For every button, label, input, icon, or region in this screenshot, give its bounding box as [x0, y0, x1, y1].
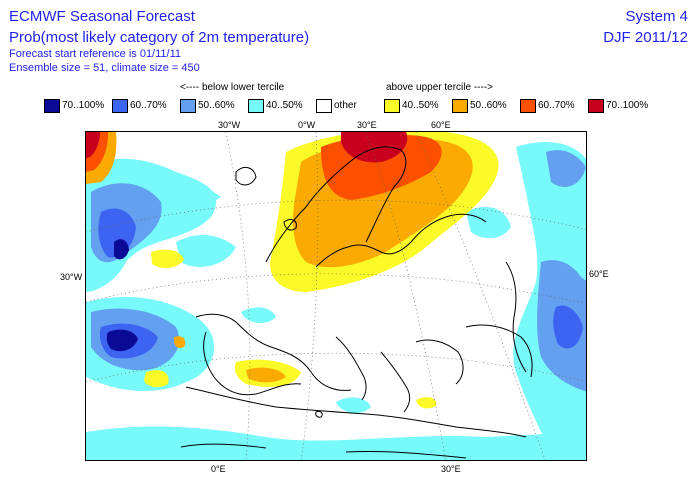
legend-above-header: above upper tercile ---->: [386, 82, 493, 93]
below-70-100-regions: [106, 239, 138, 352]
lat-label-left: 30°W: [60, 272, 83, 282]
above-70-100-regions: [86, 132, 408, 163]
legend-label-above-70-100: 70..100%: [606, 100, 649, 111]
legend-label-below-60-70: 60..70%: [130, 100, 167, 111]
lon-label-bottom-30e: 30°E: [441, 464, 461, 474]
lon-label-top-30e: 30°E: [357, 120, 377, 130]
legend-swatch-above-40-50: [384, 99, 400, 113]
ensemble-size-info: Ensemble size = 51, climate size = 450: [9, 62, 200, 74]
legend-label-other: other: [334, 100, 357, 111]
legend-swatch-below-40-50: [248, 99, 264, 113]
legend-swatch-other: [316, 99, 332, 113]
lat-label-right: 60°E: [589, 269, 609, 279]
forecast-subtitle: Prob(most likely category of 2m temperat…: [9, 29, 310, 46]
legend-swatch-below-70-100: [44, 99, 60, 113]
legend-swatch-below-50-60: [180, 99, 196, 113]
system-label: System 4: [625, 8, 688, 25]
graticule: [86, 132, 586, 460]
probability-map: [85, 131, 587, 461]
lon-label-bottom-0e: 0°E: [211, 464, 226, 474]
lon-label-top-60e: 60°E: [431, 120, 451, 130]
legend-swatch-above-60-70: [520, 99, 536, 113]
legend-label-above-50-60: 50..60%: [470, 100, 507, 111]
season-label: DJF 2011/12: [603, 29, 688, 46]
legend-swatch-above-50-60: [452, 99, 468, 113]
lon-label-top-0w: 0°W: [298, 120, 316, 130]
forecast-title: ECMWF Seasonal Forecast: [9, 8, 195, 25]
legend-swatch-below-60-70: [112, 99, 128, 113]
coastlines: [180, 146, 533, 459]
legend-label-above-40-50: 40..50%: [402, 100, 439, 111]
map-canvas: [86, 132, 586, 460]
legend-below-header: <---- below lower tercile: [180, 82, 285, 93]
lon-label-top-30w: 30°W: [218, 120, 241, 130]
forecast-start-info: Forecast start reference is 01/11/11: [9, 48, 182, 60]
legend-swatch-above-70-100: [588, 99, 604, 113]
legend-label-below-50-60: 50..60%: [198, 100, 235, 111]
legend-label-below-40-50: 40..50%: [266, 100, 303, 111]
legend-label-above-60-70: 60..70%: [538, 100, 575, 111]
legend-label-below-70-100: 70..100%: [62, 100, 105, 111]
